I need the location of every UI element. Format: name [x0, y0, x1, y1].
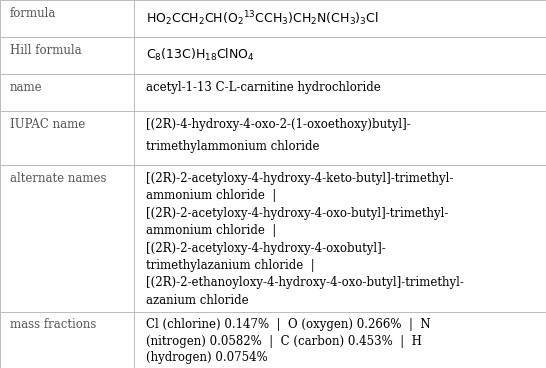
Text: (nitrogen) 0.0582%  |  C (carbon) 0.453%  |  H: (nitrogen) 0.0582% | C (carbon) 0.453% |… [146, 335, 422, 348]
Text: trimethylammonium chloride: trimethylammonium chloride [146, 140, 319, 153]
Text: formula: formula [10, 7, 56, 20]
Text: azanium chloride: azanium chloride [146, 294, 248, 307]
Text: trimethylazanium chloride  |: trimethylazanium chloride | [146, 259, 314, 272]
Text: ammonium chloride  |: ammonium chloride | [146, 189, 276, 202]
Text: name: name [10, 81, 43, 93]
Text: alternate names: alternate names [10, 172, 106, 185]
Text: [(2R)-2-acetyloxy-4-hydroxy-4-oxo-butyl]-trimethyl-: [(2R)-2-acetyloxy-4-hydroxy-4-oxo-butyl]… [146, 207, 448, 220]
Text: $\mathregular{C_8(13C)H_{18}ClNO_4}$: $\mathregular{C_8(13C)H_{18}ClNO_4}$ [146, 47, 254, 64]
Text: [(2R)-2-acetyloxy-4-hydroxy-4-keto-butyl]-trimethyl-: [(2R)-2-acetyloxy-4-hydroxy-4-keto-butyl… [146, 172, 453, 185]
Text: (hydrogen) 0.0754%: (hydrogen) 0.0754% [146, 351, 268, 364]
Text: mass fractions: mass fractions [10, 318, 96, 331]
Text: $\mathregular{HO_2CCH_2CH(O_2{}^{13}CCH_3)CH_2N(CH_3)_3Cl}$: $\mathregular{HO_2CCH_2CH(O_2{}^{13}CCH_… [146, 9, 379, 28]
Text: acetyl-1-13 C-L-carnitine hydrochloride: acetyl-1-13 C-L-carnitine hydrochloride [146, 81, 381, 93]
Text: [(2R)-2-ethanoyloxy-4-hydroxy-4-oxo-butyl]-trimethyl-: [(2R)-2-ethanoyloxy-4-hydroxy-4-oxo-buty… [146, 276, 464, 290]
Text: ammonium chloride  |: ammonium chloride | [146, 224, 276, 237]
Text: IUPAC name: IUPAC name [10, 117, 85, 131]
Text: Cl (chlorine) 0.147%  |  O (oxygen) 0.266%  |  N: Cl (chlorine) 0.147% | O (oxygen) 0.266%… [146, 318, 430, 331]
Text: [(2R)-4-hydroxy-4-oxo-2-(1-oxoethoxy)butyl]-: [(2R)-4-hydroxy-4-oxo-2-(1-oxoethoxy)but… [146, 117, 411, 131]
Text: [(2R)-2-acetyloxy-4-hydroxy-4-oxobutyl]-: [(2R)-2-acetyloxy-4-hydroxy-4-oxobutyl]- [146, 241, 385, 255]
Text: Hill formula: Hill formula [10, 43, 81, 57]
